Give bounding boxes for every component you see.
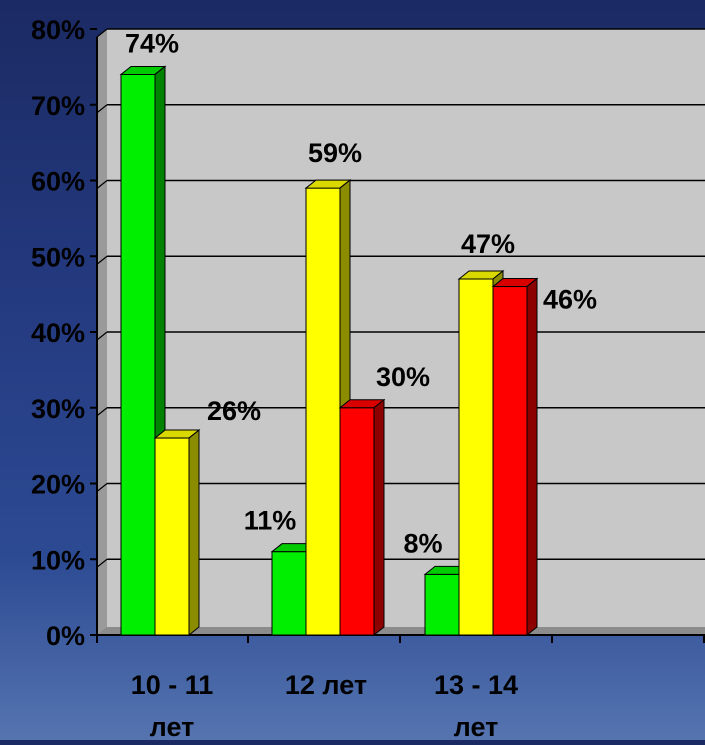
data-label: 8% [403, 528, 442, 558]
bar-front [305, 187, 341, 636]
gridline-depth [96, 104, 108, 114]
x-tick-label: лет [454, 712, 499, 740]
y-tick-label: 30% [31, 394, 85, 424]
plot-left-wall [97, 29, 107, 635]
bar-side [526, 277, 538, 637]
data-label: 26% [207, 396, 261, 426]
bar-front [154, 437, 190, 636]
data-label: 59% [308, 138, 362, 168]
y-tick-label: 80% [31, 15, 85, 45]
y-tick-label: 0% [46, 621, 85, 651]
gridline-depth [96, 28, 108, 38]
bar-front [424, 573, 460, 636]
gridline-depth [96, 180, 108, 189]
y-tick-label: 50% [31, 242, 85, 272]
y-tick-label: 60% [31, 167, 85, 197]
x-tick-label: лет [150, 712, 195, 740]
data-label: 30% [376, 362, 430, 392]
bar [153, 429, 201, 637]
data-label: 47% [461, 229, 515, 259]
plot-back-wall [107, 29, 705, 627]
data-label: 74% [125, 28, 179, 58]
data-label: 11% [244, 506, 297, 536]
gridline-depth [96, 407, 108, 417]
bar-front [339, 407, 375, 636]
bar-front [458, 278, 494, 636]
x-tick-label: 12 лет [285, 670, 367, 700]
gridline-depth [96, 331, 108, 341]
bar [338, 398, 386, 637]
y-tick-label: 70% [31, 91, 85, 121]
y-tick-label: 10% [31, 545, 85, 575]
bar-side [188, 429, 200, 637]
x-tick-label: 13 - 14 [434, 670, 518, 700]
plot-floor [97, 627, 705, 635]
bar-side [373, 398, 385, 637]
gridline-depth [96, 255, 108, 265]
gridline-depth [96, 483, 108, 492]
y-tick-label: 40% [31, 318, 85, 348]
bar [491, 277, 539, 637]
gridline-depth [96, 558, 108, 568]
bar-front [492, 286, 528, 636]
y-tick-label: 20% [31, 470, 85, 500]
data-label: 46% [543, 285, 597, 315]
bar-front [271, 551, 307, 636]
x-tick-label: 10 - 11 [131, 670, 214, 700]
bar-front [120, 73, 156, 636]
